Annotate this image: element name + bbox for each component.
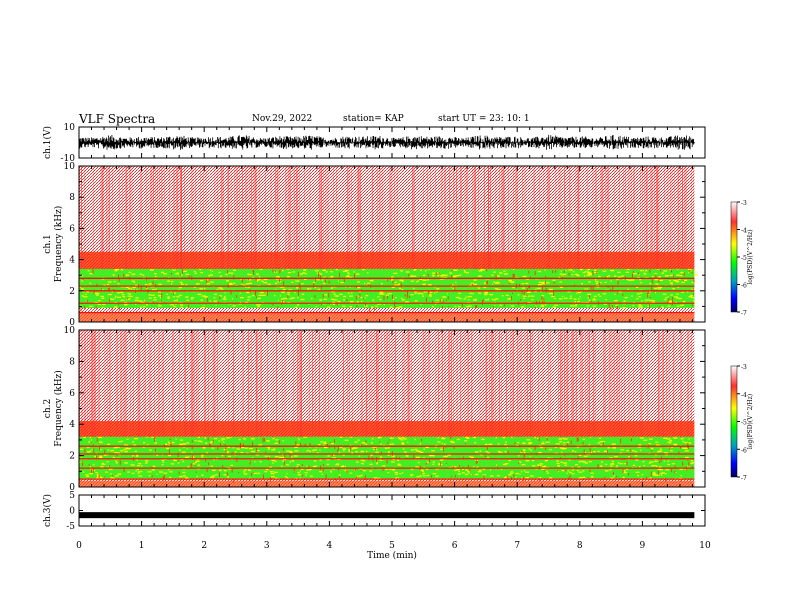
colorbar-label: log(PSD)(V^2/Hz): [747, 394, 754, 449]
ch2-spectrogram-band-spikes: [79, 436, 693, 483]
x-tick-label: 0: [76, 541, 82, 551]
y-tick-label: 2: [69, 287, 75, 297]
colorbar-tick-label: -3: [741, 364, 747, 371]
colorbar-tick-label: -4: [741, 228, 747, 235]
y-tick-label: 2: [69, 452, 75, 462]
y-axis-label: ch.3(V): [42, 494, 53, 527]
colorbar-tick-label: -6: [741, 283, 747, 290]
y-axis-channel-label: ch.2: [43, 399, 53, 418]
y-tick-label: 4: [69, 420, 75, 430]
y-axis-label: Frequency (kHz): [53, 370, 64, 447]
ch1-spectrogram-band-0: [79, 312, 695, 322]
chart-title: VLF Spectra: [79, 112, 156, 126]
y-tick-label: 6: [69, 389, 75, 399]
colorbar-tick-label: -5: [741, 255, 747, 262]
y-tick-label: 8: [69, 193, 75, 203]
date-label: Nov.29, 2022: [252, 114, 313, 124]
x-tick-label: 8: [577, 541, 583, 551]
colorbar: [730, 201, 738, 313]
ch3-waveform-trace: [79, 512, 695, 519]
x-tick-label: 7: [514, 541, 520, 551]
x-tick-label: 10: [699, 541, 711, 551]
x-tick-label: 3: [264, 541, 270, 551]
colorbar: [730, 365, 738, 478]
ch1-spectrogram-band-2: [79, 251, 695, 269]
x-tick-label: 5: [389, 541, 395, 551]
colorbar-label: log(PSD)(V^2/Hz): [747, 229, 754, 284]
y-tick-label: 0: [69, 318, 75, 328]
y-tick-label: 10: [64, 326, 76, 336]
y-tick-label: 0: [69, 483, 75, 493]
colorbar-tick-label: -5: [741, 420, 747, 427]
y-tick-label: 10: [64, 162, 76, 172]
ch1-spectrogram-sferics: [79, 166, 694, 269]
ch1-spectrogram-plot: [79, 166, 698, 322]
x-axis-label: Time (min): [367, 550, 417, 561]
colorbar-tick-label: -7: [741, 475, 747, 482]
colorbar-tick-label: -7: [741, 310, 747, 317]
y-tick-label: 0: [69, 507, 75, 517]
x-tick-label: 2: [201, 541, 207, 551]
ch3-waveform-plot: [79, 512, 695, 519]
ch1-waveform-plot: [78, 134, 695, 150]
ch2-spectrogram-band-speckle: [79, 436, 694, 480]
y-axis-label: ch.1(V): [42, 126, 53, 159]
colorbar-tick-label: -6: [741, 447, 747, 454]
ch1-waveform-trace: [78, 134, 695, 150]
x-tick-label: 4: [327, 541, 333, 551]
y-tick-label: 4: [69, 256, 75, 266]
x-tick-label: 9: [640, 541, 646, 551]
ch2-spectrogram-plot: [79, 330, 695, 487]
station-label: station= KAP: [343, 114, 404, 124]
x-tick-label: 1: [139, 541, 145, 551]
x-tick-label: 6: [452, 541, 458, 551]
y-tick-label: 8: [69, 357, 75, 367]
y-tick-label: 10: [64, 123, 76, 133]
y-tick-label: -10: [61, 154, 76, 164]
y-axis-label: Frequency (kHz): [53, 206, 64, 283]
y-tick-label: 6: [69, 224, 75, 234]
ch2-spectrogram-band-0: [79, 480, 695, 487]
ch2-spectrogram-sferics: [79, 330, 692, 437]
colorbar-tick-label: -3: [741, 200, 747, 207]
y-axis-channel-label: ch.1: [43, 234, 53, 253]
y-tick-label: -5: [66, 522, 75, 532]
colorbar-tick-label: -4: [741, 392, 747, 399]
y-tick-label: 5: [69, 491, 75, 501]
ch2-spectrogram-band-1: [79, 436, 695, 480]
start-time-label: start UT = 23: 10: 1: [438, 114, 530, 124]
